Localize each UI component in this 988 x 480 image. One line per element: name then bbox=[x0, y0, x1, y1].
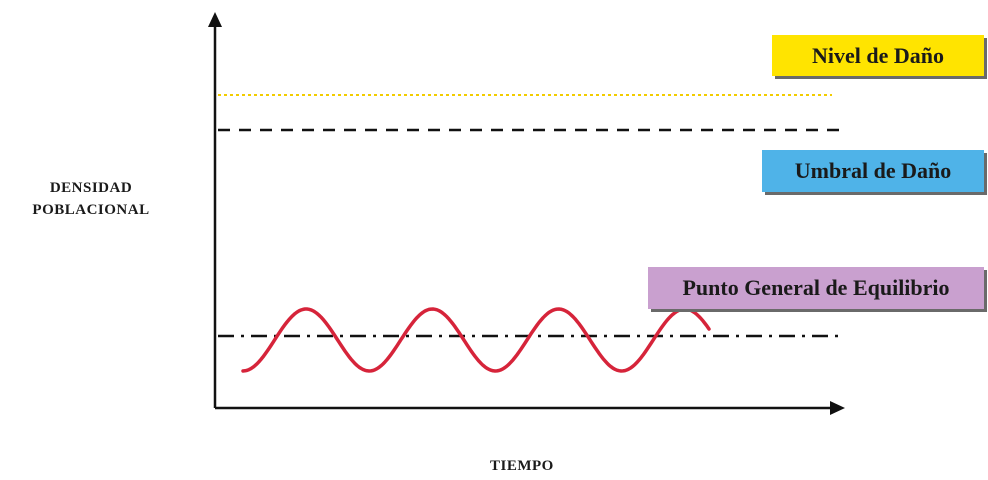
x-axis-arrow-icon bbox=[830, 401, 845, 415]
y-axis-arrow-icon bbox=[208, 12, 222, 27]
umbral-de-dano-label: Umbral de Daño bbox=[762, 150, 984, 192]
y-axis-label-line2: POBLACIONAL bbox=[32, 202, 150, 218]
population-wave bbox=[241, 307, 711, 373]
nivel-de-dano-label: Nivel de Daño bbox=[772, 35, 984, 76]
y-axis-label: DENSIDAD POBLACIONAL bbox=[10, 177, 172, 221]
x-axis-label: TIEMPO bbox=[490, 458, 554, 474]
y-axis-label-line1: DENSIDAD bbox=[49, 180, 133, 196]
punto-general-de-equilibrio-label: Punto General de Equilibrio bbox=[648, 267, 984, 309]
